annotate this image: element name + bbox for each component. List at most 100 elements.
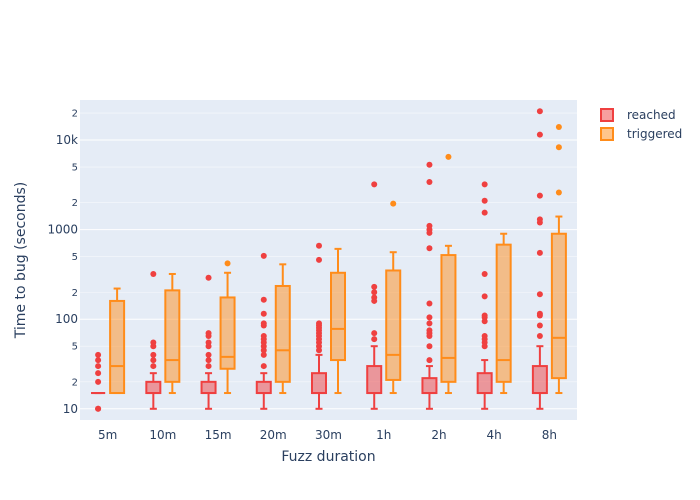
box-iqr xyxy=(440,254,457,383)
x-tick-label: 15m xyxy=(205,428,232,442)
box-reached-1h xyxy=(366,181,383,410)
box-iqr xyxy=(531,365,548,395)
box-iqr xyxy=(421,377,438,395)
outlier-point xyxy=(95,378,102,385)
outlier-point xyxy=(205,357,212,364)
outlier-point xyxy=(150,339,157,346)
outlier-point xyxy=(260,332,267,339)
outlier-point xyxy=(481,270,488,277)
box-triggered-30m xyxy=(330,247,346,395)
outlier-point xyxy=(95,405,102,412)
x-axis-ticks: 5m 10m 15m 20m 30m 1h 2h 4h 8h xyxy=(98,428,557,442)
outlier-point xyxy=(481,181,488,188)
box-iqr xyxy=(145,380,162,395)
outlier-point xyxy=(316,256,322,263)
legend-item-triggered: triggered xyxy=(600,127,682,141)
box-reached-2h xyxy=(421,161,438,410)
outlier-point xyxy=(150,357,157,364)
outlier-point xyxy=(205,363,212,370)
box-reached-8h xyxy=(531,108,548,410)
legend-swatch xyxy=(600,127,614,141)
outlier-point xyxy=(150,363,157,370)
y-minor-tick-label: 2 xyxy=(72,377,78,388)
outlier-point xyxy=(260,252,267,259)
y-minor-tick-label: 5 xyxy=(72,163,78,174)
outlier-point xyxy=(260,363,267,370)
outlier-point xyxy=(536,192,543,199)
box-iqr xyxy=(366,365,383,395)
box-iqr xyxy=(274,284,291,383)
outlier-point xyxy=(260,351,267,358)
box-triggered-15m xyxy=(219,260,236,395)
outlier-point xyxy=(536,108,543,115)
outlier-point xyxy=(95,357,102,364)
box-iqr xyxy=(550,232,567,380)
legend: reached triggered xyxy=(600,108,682,141)
outlier-point xyxy=(426,314,433,321)
y-axis-title: Time to bug (seconds) xyxy=(13,182,29,339)
outlier-point xyxy=(426,300,433,307)
outlier-point xyxy=(95,363,102,370)
outlier-point xyxy=(371,283,378,290)
outlier-point xyxy=(316,347,322,354)
outlier-point xyxy=(481,332,488,339)
box-triggered-20m xyxy=(274,263,291,395)
outlier-point xyxy=(536,249,543,256)
outlier-point xyxy=(555,189,562,196)
outlier-point xyxy=(536,322,543,329)
outlier-point xyxy=(390,200,397,207)
y-minor-tick-label: 2 xyxy=(72,109,78,120)
box-iqr xyxy=(495,243,512,383)
outlier-point xyxy=(426,327,433,334)
outlier-point xyxy=(536,131,543,138)
outlier-point xyxy=(481,197,488,204)
y-minor-tick-label: 2 xyxy=(72,198,78,209)
outlier-point xyxy=(426,357,433,364)
legend-swatch xyxy=(600,108,614,122)
outlier-point xyxy=(260,320,267,327)
box-reached-15m xyxy=(200,274,217,410)
box-iqr xyxy=(164,289,181,383)
x-tick-label: 10m xyxy=(149,428,176,442)
outlier-point xyxy=(150,351,157,358)
box-reached-30m xyxy=(311,242,327,410)
box-iqr xyxy=(311,372,327,395)
outlier-point xyxy=(316,320,322,327)
outlier-point xyxy=(205,274,212,281)
box-iqr xyxy=(255,380,272,395)
legend-label: triggered xyxy=(627,127,682,141)
outlier-point xyxy=(371,294,378,301)
box-series xyxy=(91,108,567,412)
x-axis-title: Fuzz duration xyxy=(281,449,375,465)
box-reached-20m xyxy=(255,252,272,410)
y-tick-label: 100 xyxy=(55,312,78,326)
box-reached-10m xyxy=(145,270,162,410)
box-triggered-1h xyxy=(385,200,402,395)
outlier-point xyxy=(260,347,267,354)
legend-label: reached xyxy=(627,108,676,122)
outlier-point xyxy=(371,181,378,188)
outlier-point xyxy=(371,336,378,343)
x-tick-label: 1h xyxy=(376,428,391,442)
y-minor-tick-label: 5 xyxy=(72,342,78,353)
box-iqr xyxy=(330,271,346,362)
legend-item-reached: reached xyxy=(600,108,676,122)
outlier-point xyxy=(481,209,488,216)
outlier-point xyxy=(205,330,212,337)
outlier-point xyxy=(95,351,102,358)
outlier-point xyxy=(426,179,433,186)
outlier-point xyxy=(426,343,433,350)
y-minor-tick-label: 5 xyxy=(72,252,78,263)
x-tick-label: 8h xyxy=(542,428,557,442)
box-iqr xyxy=(219,296,236,370)
outlier-point xyxy=(426,320,433,327)
outlier-point xyxy=(316,242,322,249)
outlier-point xyxy=(536,310,543,317)
outlier-point xyxy=(536,332,543,339)
outlier-point xyxy=(371,289,378,296)
outlier-point xyxy=(536,291,543,298)
box-reached-4h xyxy=(476,181,493,410)
y-tick-label: 10 xyxy=(63,402,78,416)
y-axis-ticks: 10 100 1000 10k 2 5 2 5 2 5 2 xyxy=(47,109,78,416)
